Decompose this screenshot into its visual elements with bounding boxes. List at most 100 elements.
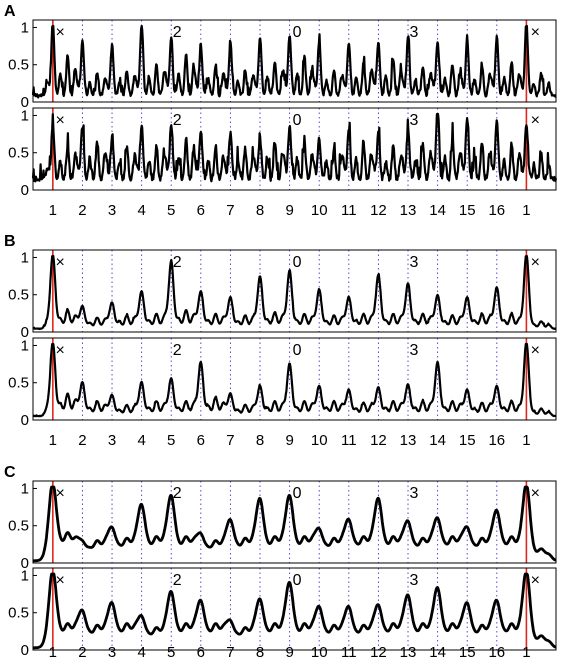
x-tick-label: 8 (256, 202, 264, 219)
x-tick-label: 5 (167, 432, 175, 449)
y-tick-label: 1 (21, 107, 29, 124)
x-tick-label: 14 (429, 202, 446, 219)
y-tick-label: 0 (21, 94, 29, 111)
event-marker-label: 2 (173, 254, 182, 271)
x-tick-label: 15 (459, 202, 476, 219)
x-tick-label: 16 (488, 202, 505, 219)
event-marker-label: 0 (293, 342, 302, 359)
subplot-b-top: 0 0.5 1 × 2 0 3 × (8, 249, 557, 341)
x-tick-label: 8 (256, 432, 264, 449)
cross-marker: × (56, 572, 65, 589)
x-tick-label: 13 (400, 432, 417, 449)
axes-frame (32, 567, 557, 651)
x-tick-label: 14 (429, 432, 446, 449)
event-marker-label: 2 (173, 572, 182, 589)
event-marker-label: 3 (409, 24, 418, 41)
signal-trace (32, 254, 557, 331)
event-marker-label: 0 (293, 254, 302, 271)
x-tick-label: 15 (459, 432, 476, 449)
x-tick-label: 12 (370, 202, 387, 219)
event-marker-label: 0 (293, 485, 302, 502)
y-tick-label: 1 (21, 19, 29, 36)
x-tick-label: 1 (522, 432, 530, 449)
y-tick-label: 0.5 (8, 145, 29, 162)
x-tick-label: 2 (78, 644, 86, 661)
x-tick-label: 15 (459, 644, 476, 661)
cross-marker: × (56, 485, 65, 502)
event-marker-label: 3 (409, 342, 418, 359)
event-marker-label: 0 (293, 572, 302, 589)
x-tick-label: 12 (370, 644, 387, 661)
subplot-c-bottom: 0 0.5 1 × 2 0 3 × (8, 567, 557, 659)
x-tick-label: 16 (488, 644, 505, 661)
signal-trace (32, 572, 557, 650)
cross-marker: × (531, 485, 540, 502)
subplot-c-top: 0 0.5 1 × 2 0 3 × (8, 480, 557, 572)
subplot-a-top: 0 0.5 1 × 2 0 3 × (8, 19, 557, 111)
y-tick-label: 0 (21, 642, 29, 659)
x-tick-label: 6 (197, 202, 205, 219)
cross-marker: × (531, 572, 540, 589)
x-tick-label: 3 (108, 432, 116, 449)
x-tick-label: 4 (137, 644, 145, 661)
cross-marker: × (56, 254, 65, 271)
cross-marker: × (531, 342, 540, 359)
event-marker-label: 2 (173, 24, 182, 41)
x-tick-label: 3 (108, 202, 116, 219)
x-tick-label: 6 (197, 644, 205, 661)
x-tick-label: 10 (311, 202, 328, 219)
axes-frame (32, 337, 557, 421)
x-tick-label: 11 (341, 644, 357, 661)
subplot-b-bottom: 0 0.5 1 × 2 0 3 × (8, 337, 557, 429)
panel-label: C (4, 464, 16, 481)
event-marker-label: 2 (173, 112, 182, 129)
x-tick-label: 10 (311, 432, 328, 449)
subplot-a-bottom: 0 0.5 1 × 2 0 3 × (8, 107, 558, 199)
y-tick-label: 0 (21, 555, 29, 572)
cross-marker: × (531, 254, 540, 271)
y-tick-label: 1 (21, 249, 29, 266)
x-tick-label: 5 (167, 202, 175, 219)
x-tick-label: 9 (285, 202, 293, 219)
x-tick-label: 1 (49, 202, 57, 219)
signal-trace (32, 485, 557, 563)
signal-trace (31, 24, 557, 99)
x-tick-label: 1 (49, 432, 57, 449)
x-tick-label: 1 (49, 644, 57, 661)
x-tick-label: 3 (108, 644, 116, 661)
y-tick-label: 1 (21, 480, 29, 497)
x-tick-label: 7 (226, 202, 234, 219)
x-tick-label: 9 (285, 644, 293, 661)
cross-marker: × (56, 24, 65, 41)
x-tick-label: 6 (197, 432, 205, 449)
y-tick-label: 0.5 (8, 518, 29, 535)
event-marker-label: 3 (409, 485, 418, 502)
y-tick-label: 0.5 (8, 287, 29, 304)
cross-marker: × (56, 112, 65, 129)
event-marker-label: 3 (409, 254, 418, 271)
event-marker-label: 0 (293, 112, 302, 129)
signal-trace (31, 112, 558, 183)
x-tick-label: 7 (226, 432, 234, 449)
axes-frame (32, 249, 557, 333)
x-tick-label: 14 (429, 644, 446, 661)
x-tick-label: 8 (256, 644, 264, 661)
panel-label: A (4, 3, 16, 20)
x-tick-label: 11 (341, 202, 357, 219)
signal-trace (32, 342, 557, 418)
x-tick-label: 11 (341, 432, 357, 449)
cross-marker: × (531, 24, 540, 41)
event-marker-label: 3 (409, 572, 418, 589)
x-tick-label: 7 (226, 644, 234, 661)
x-tick-label: 16 (488, 432, 505, 449)
event-marker-label: 2 (173, 342, 182, 359)
y-tick-label: 0.5 (8, 375, 29, 392)
event-marker-label: 2 (173, 485, 182, 502)
x-tick-label: 1 (522, 644, 530, 661)
axes-frame (32, 107, 557, 191)
x-tick-label: 13 (400, 202, 417, 219)
cross-marker: × (56, 342, 65, 359)
panel-label: B (4, 233, 16, 250)
x-tick-label: 4 (137, 202, 145, 219)
